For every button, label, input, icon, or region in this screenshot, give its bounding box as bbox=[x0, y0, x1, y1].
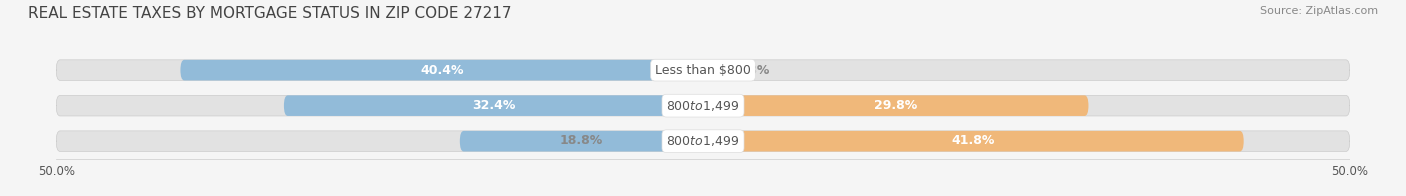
FancyBboxPatch shape bbox=[180, 60, 703, 80]
FancyBboxPatch shape bbox=[703, 95, 1088, 116]
FancyBboxPatch shape bbox=[56, 131, 1350, 152]
FancyBboxPatch shape bbox=[703, 131, 1244, 152]
FancyBboxPatch shape bbox=[56, 60, 1350, 80]
Text: 41.8%: 41.8% bbox=[952, 134, 995, 147]
Text: 18.8%: 18.8% bbox=[560, 134, 603, 147]
Text: $800 to $1,499: $800 to $1,499 bbox=[666, 99, 740, 113]
FancyBboxPatch shape bbox=[460, 131, 703, 152]
Text: 29.8%: 29.8% bbox=[875, 99, 917, 112]
FancyBboxPatch shape bbox=[56, 95, 1350, 116]
Text: 0.28%: 0.28% bbox=[725, 64, 769, 77]
Text: 32.4%: 32.4% bbox=[472, 99, 515, 112]
Text: REAL ESTATE TAXES BY MORTGAGE STATUS IN ZIP CODE 27217: REAL ESTATE TAXES BY MORTGAGE STATUS IN … bbox=[28, 6, 512, 21]
Text: Less than $800: Less than $800 bbox=[655, 64, 751, 77]
Text: $800 to $1,499: $800 to $1,499 bbox=[666, 134, 740, 148]
Text: Source: ZipAtlas.com: Source: ZipAtlas.com bbox=[1260, 6, 1378, 16]
FancyBboxPatch shape bbox=[284, 95, 703, 116]
FancyBboxPatch shape bbox=[703, 60, 707, 80]
Text: 40.4%: 40.4% bbox=[420, 64, 464, 77]
